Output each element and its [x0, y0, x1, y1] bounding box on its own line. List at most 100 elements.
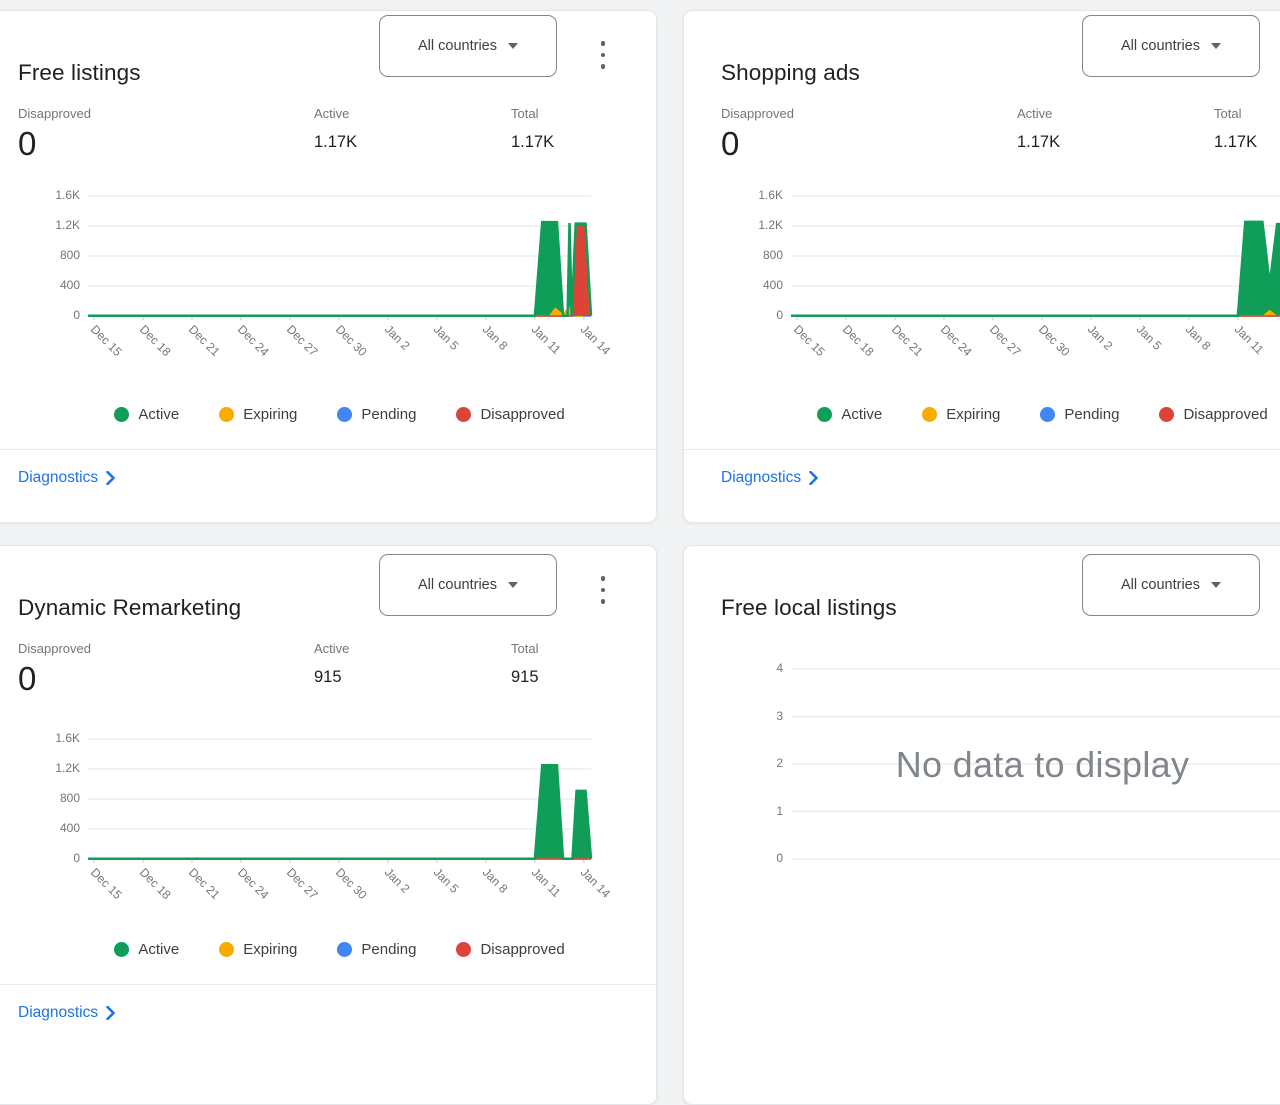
- chart-plot-area: [791, 668, 1280, 860]
- x-axis-tick-label: Dec 27: [284, 865, 321, 902]
- kebab-menu-icon[interactable]: [593, 568, 613, 612]
- legend-item-pending[interactable]: Pending: [337, 941, 416, 958]
- x-axis-tick-label: Jan 11: [529, 865, 564, 900]
- chevron-down-icon: [1210, 582, 1221, 588]
- legend-dot-icon: [456, 942, 472, 957]
- x-axis-tick-label: Dec 24: [235, 865, 272, 902]
- series-active-line: [88, 764, 593, 861]
- country-filter-dropdown[interactable]: All countries: [1082, 554, 1260, 616]
- x-axis-tick-label: Dec 27: [284, 322, 321, 359]
- y-axis-tick-label: 0: [73, 851, 80, 865]
- legend-dot-icon: [219, 407, 235, 422]
- legend-item-expiring[interactable]: Expiring: [922, 406, 1000, 423]
- legend-label: Disapproved: [480, 406, 565, 423]
- card-free-listings: Free listings All countries Disapproved …: [0, 10, 657, 523]
- legend-label: Pending: [361, 941, 417, 958]
- legend-item-active[interactable]: Active: [114, 941, 179, 958]
- x-axis-tick-label: Jan 11: [1232, 322, 1267, 357]
- y-axis-tick-label: 800: [59, 791, 80, 805]
- stat-active-value: 1.17K: [1017, 133, 1061, 151]
- legend-item-active[interactable]: Active: [114, 406, 179, 423]
- legend-item-expiring[interactable]: Expiring: [219, 941, 297, 958]
- x-axis-tick-label: Jan 5: [1134, 322, 1165, 353]
- legend-label: Expiring: [243, 941, 298, 958]
- chart-plot-area: Dec 15 Dec 18 Dec 21 Dec 24 Dec 27 Dec 30 Jan …: [88, 738, 613, 902]
- diagnostics-link[interactable]: Diagnostics: [18, 469, 115, 487]
- legend-item-disapproved[interactable]: Disapproved: [456, 941, 565, 958]
- x-axis-tick-label: Jan 8: [480, 322, 511, 353]
- country-filter-label: All countries: [418, 577, 497, 593]
- page-title: Shopping ads: [721, 59, 860, 85]
- x-axis-tick-label: Dec 15: [88, 322, 125, 359]
- stat-active-value: 915: [314, 668, 342, 686]
- card-free-local-listings: Free local listings All countries 4 3 2 1 0 N…: [683, 545, 1280, 1105]
- legend-item-active[interactable]: Active: [817, 406, 882, 423]
- stat-active-label: Active: [314, 641, 350, 656]
- x-axis-tick-label: Dec 21: [889, 322, 926, 359]
- x-axis-tick-label: Jan 14: [578, 865, 614, 901]
- legend-item-expiring[interactable]: Expiring: [219, 406, 297, 423]
- y-axis-tick-label: 1.6K: [55, 731, 80, 745]
- legend-label: Pending: [361, 406, 417, 423]
- x-axis-tick-label: Jan 11: [529, 322, 564, 357]
- y-axis-tick-label: 400: [762, 278, 783, 292]
- x-axis-tick-label: Dec 30: [333, 865, 370, 902]
- legend-dot-icon: [922, 407, 938, 422]
- legend-item-pending[interactable]: Pending: [337, 406, 416, 423]
- x-axis-tick-label: Dec 27: [987, 322, 1024, 359]
- chart-legend: Active Expiring Pending Disapproved: [88, 406, 591, 423]
- x-axis-tick-label: Jan 2: [1085, 322, 1116, 353]
- chevron-right-icon: [809, 471, 818, 485]
- y-axis-tick-label: 4: [776, 661, 783, 675]
- stat-disapproved-label: Disapproved: [721, 106, 794, 121]
- x-axis-tick-label: Jan 5: [431, 322, 462, 353]
- x-axis-tick-label: Dec 21: [186, 865, 223, 902]
- country-filter-dropdown[interactable]: All countries: [1082, 15, 1260, 77]
- x-axis-tick-label: Jan 5: [431, 865, 462, 896]
- stat-disapproved-label: Disapproved: [18, 106, 91, 121]
- y-axis-tick-label: 400: [59, 278, 80, 292]
- divider: [0, 449, 656, 450]
- chart-legend: Active Expiring Pending Disapproved: [88, 941, 591, 958]
- legend-dot-icon: [817, 407, 833, 422]
- stat-disapproved-value: 0: [721, 125, 740, 162]
- series-active-area: [88, 765, 591, 859]
- y-axis-tick-label: 0: [776, 851, 783, 865]
- chevron-down-icon: [507, 43, 518, 49]
- no-data-message: No data to display: [895, 744, 1190, 785]
- chevron-right-icon: [106, 471, 115, 485]
- legend-label: Disapproved: [480, 941, 565, 958]
- series-active-line: [88, 220, 593, 317]
- legend-item-pending[interactable]: Pending: [1040, 406, 1119, 423]
- stat-total-label: Total: [1214, 106, 1242, 121]
- series-disapproved-area: [88, 226, 591, 316]
- y-axis-tick-label: 1.6K: [758, 188, 783, 202]
- legend-dot-icon: [1040, 407, 1056, 422]
- legend-label: Expiring: [243, 406, 298, 423]
- x-axis-tick-label: Dec 18: [137, 322, 174, 359]
- diagnostics-link[interactable]: Diagnostics: [721, 469, 818, 487]
- stat-disapproved-value: 0: [18, 660, 37, 697]
- legend-label: Active: [138, 941, 180, 958]
- country-filter-dropdown[interactable]: All countries: [379, 554, 557, 616]
- divider: [0, 984, 656, 985]
- kebab-menu-icon[interactable]: [593, 33, 613, 77]
- stat-total-value: 915: [511, 668, 539, 686]
- legend-label: Disapproved: [1183, 406, 1268, 423]
- x-axis-tick-label: Dec 24: [938, 322, 975, 359]
- y-axis-tick-label: 800: [59, 248, 80, 262]
- stat-disapproved-label: Disapproved: [18, 641, 91, 656]
- country-filter-dropdown[interactable]: All countries: [379, 15, 557, 77]
- y-axis-tick-label: 0: [73, 308, 80, 322]
- diagnostics-link[interactable]: Diagnostics: [18, 1004, 115, 1022]
- legend-item-disapproved[interactable]: Disapproved: [456, 406, 565, 423]
- x-axis-tick-label: Dec 18: [137, 865, 174, 902]
- stat-active-label: Active: [314, 106, 350, 121]
- series-active-area: [88, 222, 591, 316]
- stat-active-value: 1.17K: [314, 133, 358, 151]
- stat-active-label: Active: [1017, 106, 1053, 121]
- card-dynamic-remarketing: Dynamic Remarketing All countries Disapp…: [0, 545, 657, 1105]
- y-axis-tick-label: 3: [776, 708, 783, 723]
- legend-item-disapproved[interactable]: Disapproved: [1159, 406, 1268, 423]
- y-axis-tick-label: 400: [59, 821, 80, 835]
